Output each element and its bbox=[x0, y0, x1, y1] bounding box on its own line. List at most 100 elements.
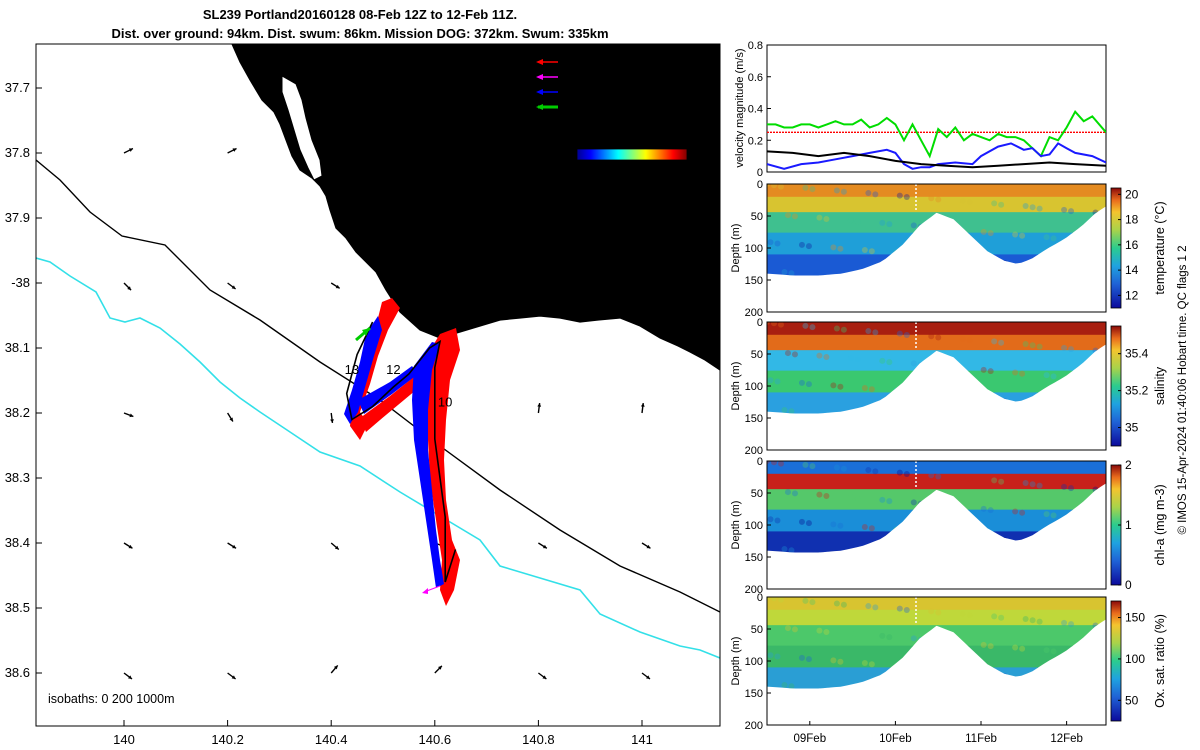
legend-entry: dive-avg current veloc. bbox=[536, 85, 685, 99]
oxygen-speckle bbox=[896, 605, 903, 612]
oxygen-speckle bbox=[1019, 645, 1026, 652]
chla-speckle bbox=[798, 518, 805, 525]
salinity-speckle bbox=[833, 325, 840, 332]
geo-velocity-arrow bbox=[641, 542, 651, 549]
geo-velocity-arrow bbox=[330, 282, 341, 289]
map-y-tick-label: 38.6 bbox=[5, 665, 30, 680]
swim-vector-swath-3 bbox=[360, 366, 428, 432]
temperature-speckle bbox=[767, 239, 774, 246]
day-label: 12 bbox=[386, 362, 400, 377]
oxygen-colorbar-label: Ox. sat. ratio (%) bbox=[1153, 614, 1167, 708]
temperature-colorbar-tick-label: 14 bbox=[1125, 263, 1139, 277]
temperature-speckle bbox=[865, 190, 872, 197]
salinity-speckle bbox=[1022, 341, 1029, 348]
oxygen-speckle bbox=[865, 603, 872, 610]
temperature-speckle bbox=[840, 188, 847, 195]
oxygen-colorbar bbox=[1110, 600, 1122, 722]
chla-speckle bbox=[935, 473, 942, 480]
glider-swath bbox=[344, 298, 460, 606]
legend-label: sfc geo. vel. 12-Feb-2016 bbox=[564, 115, 700, 129]
chla-speckle bbox=[854, 495, 861, 502]
section-panel-temperature: 0 50 100 150 200 Depth (m) 12 14 16 18 20 temperatu… bbox=[730, 179, 1167, 319]
oxygen-speckle bbox=[854, 631, 861, 638]
temperature-speckle bbox=[791, 213, 798, 220]
salinity-speckle bbox=[959, 335, 966, 342]
chla-colorbar-tick-label: 0 bbox=[1125, 578, 1132, 592]
chla-speckle bbox=[980, 505, 987, 512]
island bbox=[281, 75, 323, 181]
salinity-speckle bbox=[910, 360, 917, 367]
chla-speckle bbox=[770, 461, 777, 466]
chla-speckle bbox=[959, 474, 966, 481]
temperature-speckle bbox=[1061, 206, 1068, 213]
oxygen-y-tick-label: 100 bbox=[745, 656, 763, 668]
salinity-speckle bbox=[809, 324, 816, 331]
oxygen-speckle bbox=[1068, 621, 1075, 628]
oxygen-y-tick-label: 200 bbox=[745, 720, 763, 732]
salinity-speckle bbox=[830, 382, 837, 389]
temperature-speckle bbox=[872, 191, 879, 198]
oxygen-speckle bbox=[959, 610, 966, 617]
salinity-speckle bbox=[770, 322, 777, 327]
temperature-speckle bbox=[928, 195, 935, 202]
map-y-tick-label: -38 bbox=[11, 275, 30, 290]
temperature-speckle bbox=[819, 272, 826, 276]
legend-entry: 25cm/s swim vector bbox=[536, 55, 669, 69]
velocity-y-ticks: 0 0.2 0.4 0.6 0.8 bbox=[748, 40, 771, 179]
legend-colorbar bbox=[576, 148, 688, 161]
legend-label: net glider velocity bbox=[564, 100, 657, 114]
oxygen-speckle bbox=[1085, 597, 1092, 600]
geo-velocity-arrow bbox=[123, 672, 133, 680]
salinity-speckle bbox=[1085, 322, 1092, 325]
temperature-speckle bbox=[896, 192, 903, 199]
chla-colorbar-tick-label: 2 bbox=[1125, 458, 1132, 472]
map-x-tick-label: 140 bbox=[113, 732, 135, 747]
chla-speckle bbox=[788, 547, 795, 553]
oxygen-speckle bbox=[991, 613, 998, 620]
map-y-tick-label: 38.4 bbox=[5, 535, 30, 550]
salinity-speckle bbox=[868, 386, 875, 393]
chla-y-tick-label: 0 bbox=[757, 456, 763, 468]
chla-band bbox=[767, 461, 1106, 475]
legend-time-label: 4h bbox=[544, 129, 557, 143]
chla-y-tick-label: 50 bbox=[751, 488, 763, 500]
salinity-speckle bbox=[774, 378, 781, 385]
geo-velocity-arrow bbox=[330, 542, 340, 551]
salinity-y-tick-label: 150 bbox=[745, 413, 763, 425]
salinity-colorbar-tick-label: 35.4 bbox=[1125, 347, 1149, 361]
salinity-y-tick-label: 0 bbox=[757, 317, 763, 329]
chla-speckle bbox=[1061, 483, 1068, 490]
temperature-speckle bbox=[959, 197, 966, 204]
temperature-speckle bbox=[910, 222, 917, 229]
oxygen-band bbox=[767, 609, 1106, 627]
salinity-speckle bbox=[879, 357, 886, 364]
salinity-speckle bbox=[1068, 346, 1075, 353]
land-polygon bbox=[232, 44, 720, 370]
chla-speckle bbox=[872, 468, 879, 475]
velocity-y-tick-label: 0 bbox=[757, 167, 763, 179]
salinity-colorbar bbox=[1110, 325, 1122, 447]
temperature-speckle bbox=[966, 199, 973, 206]
map-y-tick-label: 37.7 bbox=[5, 80, 30, 95]
chla-y-label: Depth (m) bbox=[730, 501, 742, 550]
date-x-tick-label: 10Feb bbox=[879, 733, 912, 745]
oxygen-speckle bbox=[777, 597, 784, 603]
oxygen-speckle bbox=[770, 597, 777, 602]
geo-velocity-arrow bbox=[227, 672, 237, 680]
velocity-y-tick-label: 0.2 bbox=[748, 135, 763, 147]
chla-speckle bbox=[840, 465, 847, 472]
chla-colorbar-tick-label: 1 bbox=[1125, 518, 1132, 532]
temperature-speckle bbox=[861, 247, 868, 254]
oxygen-speckle bbox=[781, 682, 788, 689]
velocity-frame bbox=[766, 44, 1107, 173]
map-x-tick-label: 140.4 bbox=[315, 732, 348, 747]
temperature-y-tick-label: 150 bbox=[745, 275, 763, 287]
oxygen-speckle bbox=[1022, 616, 1029, 623]
temperature-speckle bbox=[777, 184, 784, 190]
temperature-speckle bbox=[830, 244, 837, 251]
temperature-speckle bbox=[1050, 235, 1057, 242]
geo-velocity-arrow bbox=[330, 412, 334, 424]
oxygen-speckle bbox=[872, 604, 879, 611]
geo-velocity-arrow bbox=[640, 402, 645, 414]
